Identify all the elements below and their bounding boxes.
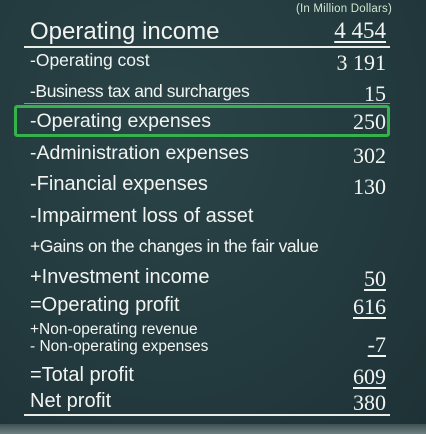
row-value: 250 (353, 109, 386, 134)
row-operating-cost: -Operating cost 3 191 (0, 48, 426, 76)
row-label: -Business tax and surcharges (30, 81, 250, 101)
row-impairment-loss: -Impairment loss of asset (0, 203, 426, 231)
rule-under-net-profit (24, 414, 390, 416)
row-value: 50 (364, 266, 386, 291)
row-administration-expenses: -Administration expenses 302 (0, 140, 426, 168)
unit-note: (In Million Dollars) (295, 3, 392, 15)
row-fair-value-gains: +Gains on the changes in the fair value (0, 234, 426, 260)
row-label: -Administration expenses (30, 142, 249, 164)
row-value: 3 191 (336, 50, 387, 75)
row-label: - Non-operating expenses (30, 338, 209, 355)
row-non-operating-expenses: - Non-operating expenses -7 (0, 332, 426, 360)
row-operating-income: Operating income 4 454 (0, 16, 426, 46)
row-label: -Operating expenses (30, 110, 212, 132)
row-label: +Investment income (30, 266, 210, 288)
row-label: -Financial expenses (30, 173, 208, 195)
row-operating-profit: =Operating profit 616 (0, 292, 426, 320)
row-label: +Non-operating revenue (30, 321, 198, 338)
row-non-operating-revenue: +Non-operating revenue (0, 320, 426, 340)
row-value: 4 454 (334, 18, 386, 43)
rule-under-business-tax (24, 103, 390, 104)
row-net-profit: Net profit 380 (0, 388, 426, 416)
row-label: Operating income (30, 18, 220, 45)
row-label: -Operating cost (30, 50, 150, 70)
row-label: =Total profit (30, 364, 134, 386)
row-value: 609 (353, 364, 386, 389)
row-label: Net profit (30, 390, 112, 412)
chalk-tray (0, 424, 426, 434)
highlight-box (14, 105, 390, 137)
row-financial-expenses: -Financial expenses 130 (0, 171, 426, 199)
row-operating-expenses: -Operating expenses 250 (0, 107, 426, 135)
row-label: -Impairment loss of asset (30, 205, 254, 227)
row-label: +Gains on the changes in the fair value (30, 236, 319, 256)
row-label: =Operating profit (30, 294, 180, 316)
row-value: 616 (353, 294, 386, 319)
row-value: 302 (353, 143, 386, 168)
rule-under-operating-income (24, 46, 390, 48)
row-total-profit: =Total profit 609 (0, 362, 426, 390)
row-value: -7 (367, 332, 386, 357)
row-business-tax: -Business tax and surcharges 15 (0, 79, 426, 107)
row-value: 380 (353, 390, 386, 415)
row-investment-income: +Investment income 50 (0, 264, 426, 292)
row-value: 130 (353, 174, 386, 199)
row-value: 15 (364, 81, 386, 106)
